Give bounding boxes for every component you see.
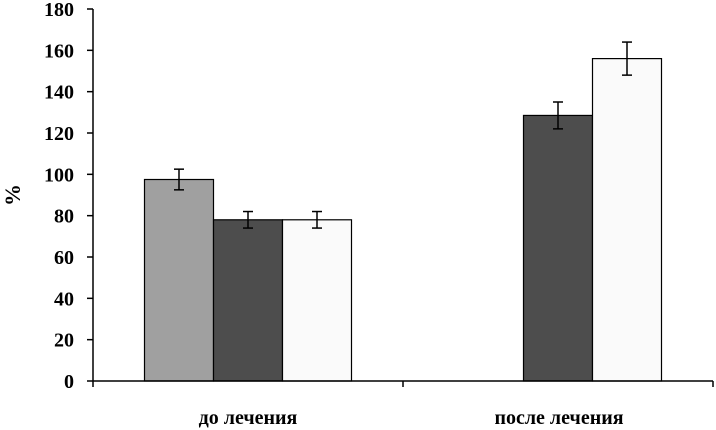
y-tick-label: 60 <box>54 247 74 269</box>
y-tick-label: 160 <box>44 40 74 62</box>
x-axis-ticks <box>92 381 714 387</box>
category-label-after: после лечения <box>494 407 623 429</box>
bar <box>591 57 663 382</box>
y-tick-label: 120 <box>44 123 74 145</box>
bar <box>522 114 594 382</box>
error-bars <box>174 41 632 229</box>
y-tick-label: 40 <box>54 288 74 310</box>
y-tick-label: 180 <box>44 0 74 21</box>
bar <box>212 219 284 382</box>
bar <box>281 219 353 382</box>
y-tick-label: 140 <box>44 82 74 104</box>
y-axis-label: % <box>0 184 25 206</box>
y-axis-ticks: 0 20 40 60 80 100 120 140 160 180 <box>44 0 93 393</box>
y-tick-label: 80 <box>54 206 74 228</box>
y-tick-label: 20 <box>54 330 74 352</box>
bars <box>143 57 663 382</box>
y-tick-label: 100 <box>44 164 74 186</box>
y-tick-label: 0 <box>64 371 74 393</box>
bar <box>143 178 215 382</box>
category-label-before: до лечения <box>199 407 298 429</box>
